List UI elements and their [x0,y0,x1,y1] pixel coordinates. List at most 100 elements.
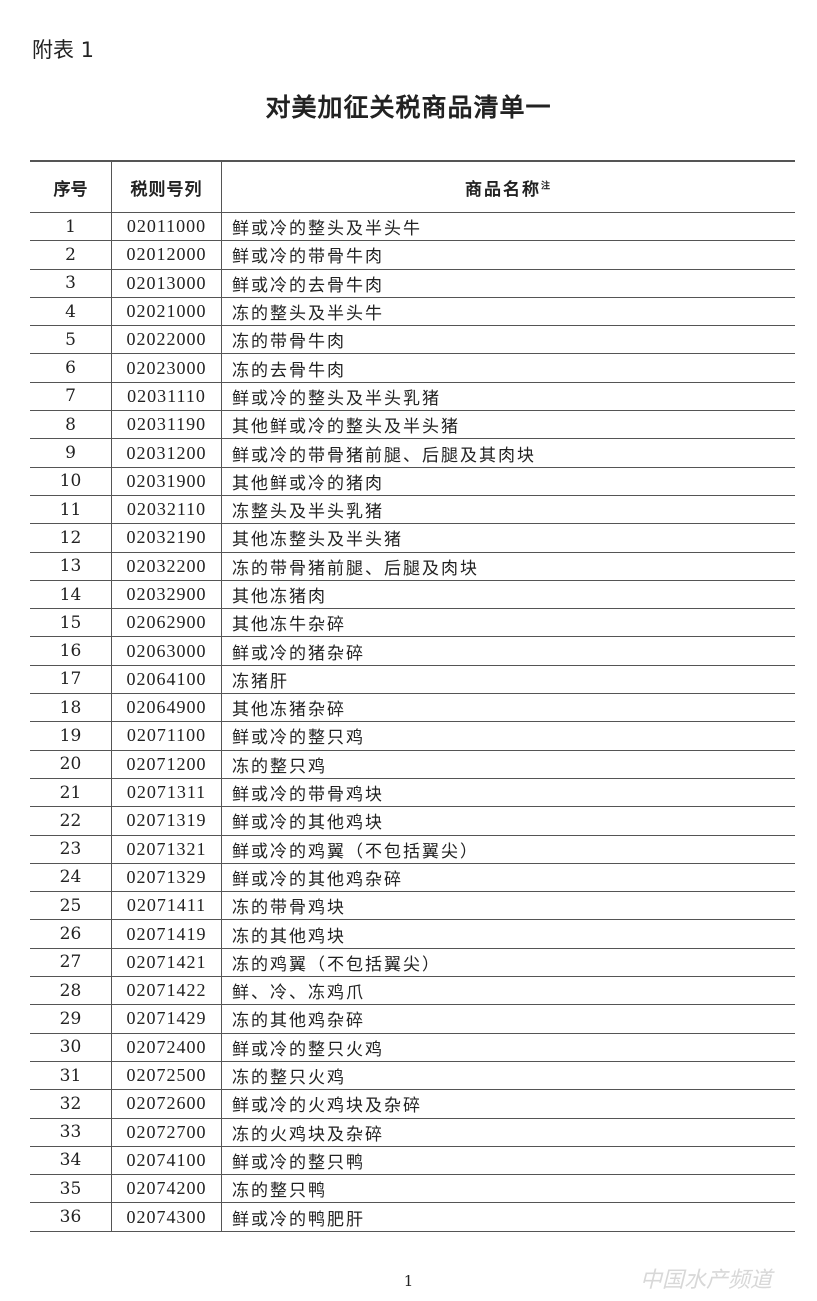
cell-tariff-code: 02072700 [111,1118,222,1147]
cell-serial-number: 1 [30,212,112,242]
table-row: 36 02074300 鲜或冷的鸭肥肝 [30,1202,795,1232]
table-row: 6 02023000 冻的去骨牛肉 [30,353,795,383]
cell-goods-name: 冻猪肝 [221,665,795,695]
cell-goods-name: 鲜或冷的鸡翼（不包括翼尖） [221,835,795,864]
cell-goods-name: 冻的去骨牛肉 [221,353,795,383]
cell-tariff-code: 02071319 [111,806,222,836]
cell-goods-name: 鲜或冷的其他鸡块 [221,806,795,836]
table-row: 22 02071319 鲜或冷的其他鸡块 [30,806,795,836]
cell-serial-number: 4 [30,297,112,327]
cell-tariff-code: 02071411 [111,891,222,921]
cell-serial-number: 35 [30,1174,112,1204]
table-row: 29 02071429 冻的其他鸡杂碎 [30,1004,795,1034]
cell-goods-name: 鲜或冷的火鸡块及杂碎 [221,1089,795,1119]
cell-tariff-code: 02062900 [111,608,222,638]
table-row: 35 02074200 冻的整只鸭 [30,1174,795,1204]
cell-tariff-code: 02071200 [111,750,222,779]
table-row: 15 02062900 其他冻牛杂碎 [30,608,795,638]
cell-tariff-code: 02071100 [111,721,222,751]
cell-tariff-code: 02071311 [111,778,222,808]
cell-goods-name: 冻的其他鸡块 [221,919,795,949]
cell-goods-name: 其他冻猪杂碎 [221,693,795,723]
cell-serial-number: 14 [30,580,112,610]
cell-serial-number: 24 [30,863,112,893]
cell-goods-name: 其他冻牛杂碎 [221,608,795,638]
cell-serial-number: 2 [30,240,112,270]
cell-tariff-code: 02071329 [111,863,222,893]
cell-tariff-code: 02071422 [111,976,222,1006]
tariff-goods-table: 序号 税则号列 商品名称注 1 02011000 鲜或冷的整头及半头牛 2 020120… [30,160,795,1232]
cell-goods-name: 鲜或冷的整只火鸡 [221,1033,795,1062]
cell-serial-number: 23 [30,835,112,864]
cell-tariff-code: 02031190 [111,410,222,440]
cell-tariff-code: 02063000 [111,636,222,666]
cell-serial-number: 28 [30,976,112,1006]
table-row: 9 02031200 鲜或冷的带骨猪前腿、后腿及其肉块 [30,438,795,468]
header-serial-number: 序号 [30,160,112,213]
annex-label: 附表 1 [32,38,95,62]
cell-tariff-code: 02072600 [111,1089,222,1119]
table-row: 4 02021000 冻的整头及半头牛 [30,297,795,327]
cell-serial-number: 5 [30,325,112,355]
cell-goods-name: 冻的整只火鸡 [221,1061,795,1091]
header-tariff-code: 税则号列 [111,160,222,213]
cell-serial-number: 12 [30,523,112,553]
watermark-logo: 中国水产频道 [640,1268,773,1293]
cell-tariff-code: 02071419 [111,919,222,949]
header-goods-name: 商品名称注 [221,160,795,213]
table-row: 10 02031900 其他鲜或冷的猪肉 [30,467,795,496]
cell-serial-number: 20 [30,750,112,779]
cell-goods-name: 鲜或冷的整头及半头乳猪 [221,382,795,412]
table-row: 21 02071311 鲜或冷的带骨鸡块 [30,778,795,808]
cell-tariff-code: 02064900 [111,693,222,723]
cell-serial-number: 31 [30,1061,112,1091]
cell-goods-name: 鲜或冷的带骨鸡块 [221,778,795,808]
table-row: 32 02072600 鲜或冷的火鸡块及杂碎 [30,1089,795,1119]
cell-goods-name: 鲜或冷的整只鸭 [221,1146,795,1176]
cell-goods-name: 冻的带骨鸡块 [221,891,795,921]
table-row: 24 02071329 鲜或冷的其他鸡杂碎 [30,863,795,893]
cell-serial-number: 33 [30,1118,112,1147]
cell-goods-name: 冻整头及半头乳猪 [221,495,795,525]
cell-tariff-code: 02074300 [111,1202,222,1232]
cell-serial-number: 32 [30,1089,112,1119]
cell-serial-number: 17 [30,665,112,695]
cell-tariff-code: 02032110 [111,495,222,525]
table-row: 1 02011000 鲜或冷的整头及半头牛 [30,212,795,242]
table-row: 30 02072400 鲜或冷的整只火鸡 [30,1033,795,1062]
table-row: 20 02071200 冻的整只鸡 [30,750,795,779]
cell-serial-number: 10 [30,467,112,496]
cell-tariff-code: 02031110 [111,382,222,412]
cell-tariff-code: 02021000 [111,297,222,327]
header-note-mark: 注 [540,180,552,191]
cell-serial-number: 36 [30,1202,112,1232]
cell-serial-number: 16 [30,636,112,666]
cell-serial-number: 27 [30,948,112,978]
table-row: 12 02032190 其他冻整头及半头猪 [30,523,795,553]
table-row: 33 02072700 冻的火鸡块及杂碎 [30,1118,795,1147]
table-row: 23 02071321 鲜或冷的鸡翼（不包括翼尖） [30,835,795,864]
table-row: 27 02071421 冻的鸡翼（不包括翼尖） [30,948,795,978]
table-row: 13 02032200 冻的带骨猪前腿、后腿及肉块 [30,552,795,581]
cell-tariff-code: 02064100 [111,665,222,695]
cell-goods-name: 冻的带骨猪前腿、后腿及肉块 [221,552,795,581]
table-row: 3 02013000 鲜或冷的去骨牛肉 [30,269,795,298]
cell-tariff-code: 02012000 [111,240,222,270]
cell-goods-name: 冻的整头及半头牛 [221,297,795,327]
table-row: 19 02071100 鲜或冷的整只鸡 [30,721,795,751]
cell-goods-name: 鲜、冷、冻鸡爪 [221,976,795,1006]
cell-serial-number: 34 [30,1146,112,1176]
table-row: 16 02063000 鲜或冷的猪杂碎 [30,636,795,666]
table-row: 2 02012000 鲜或冷的带骨牛肉 [30,240,795,270]
cell-goods-name: 鲜或冷的带骨牛肉 [221,240,795,270]
cell-tariff-code: 02011000 [111,212,222,242]
cell-goods-name: 鲜或冷的鸭肥肝 [221,1202,795,1232]
table-row: 8 02031190 其他鲜或冷的整头及半头猪 [30,410,795,440]
cell-serial-number: 19 [30,721,112,751]
cell-goods-name: 鲜或冷的带骨猪前腿、后腿及其肉块 [221,438,795,468]
cell-serial-number: 11 [30,495,112,525]
cell-serial-number: 3 [30,269,112,298]
table-row: 17 02064100 冻猪肝 [30,665,795,695]
cell-tariff-code: 02032200 [111,552,222,581]
cell-goods-name: 冻的火鸡块及杂碎 [221,1118,795,1147]
